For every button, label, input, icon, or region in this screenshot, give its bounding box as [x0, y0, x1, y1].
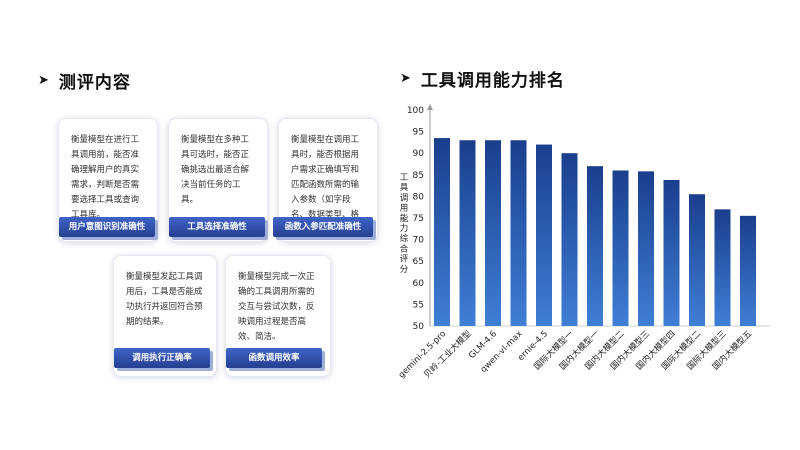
y-tick-label: 55 [413, 300, 424, 310]
card-call-efficiency: 衡量模型完成一次正确的工具调用所需的交互与尝试次数，反映调用过程是否高效、简洁。… [225, 255, 331, 377]
y-tick-label: 95 [413, 128, 424, 138]
card-execution-accuracy: 衡量模型发起工具调用后，工具是否能成功执行并返回符合预期的结果。 调用执行正确率 [113, 255, 217, 377]
card-tag: 调用执行正确率 [114, 348, 210, 368]
card-description: 衡量模型发起工具调用后，工具是否能成功执行并返回符合预期的结果。 [126, 272, 203, 327]
card-tag: 用户意图识别准确性 [59, 217, 155, 237]
card-tag: 函数调用效率 [226, 348, 322, 368]
card-description: 衡量模型在多种工具可选时，能否正确挑选出最适合解决当前任务的工具。 [181, 135, 250, 205]
card-description: 衡量模型完成一次正确的工具调用所需的交互与尝试次数，反映调用过程是否高效、简洁。 [238, 272, 315, 342]
y-axis-title: 工具调用能力综合评分 [400, 173, 409, 275]
y-tick-label: 75 [413, 214, 424, 224]
y-tick-label: 60 [413, 279, 425, 289]
arrow-icon: ➤ [38, 73, 49, 88]
y-tick-label: 100 [407, 106, 424, 116]
right-section-header: ➤ 工具调用能力排名 [400, 66, 565, 91]
card-tag: 函数入参匹配准确性 [273, 217, 373, 237]
y-tick-label: 50 [413, 322, 425, 332]
bar [536, 144, 552, 326]
bar [510, 140, 527, 326]
card-tool-selection: 衡量模型在多种工具可选时，能否正确挑选出最适合解决当前任务的工具。 工具选择准确… [168, 118, 268, 242]
bar [459, 140, 476, 326]
card-description: 衡量模型在进行工具调用前，能否准确理解用户的真实需求，判断是否需要选择工具或查询… [71, 135, 140, 220]
arrow-icon: ➤ [400, 71, 411, 86]
bar [740, 215, 756, 326]
bar [561, 153, 578, 326]
bar [612, 170, 629, 326]
y-tick-label: 90 [413, 149, 425, 159]
bar [689, 194, 705, 326]
left-section-title: 测评内容 [58, 73, 131, 93]
y-tick-label: 65 [413, 257, 424, 267]
right-section-title: 工具调用能力排名 [420, 71, 565, 91]
y-tick-label: 80 [413, 192, 425, 202]
bar [434, 138, 450, 326]
bar [714, 209, 731, 326]
y-tick-label: 70 [413, 236, 425, 246]
bar [663, 179, 680, 326]
y-axis-arrow [427, 104, 433, 110]
bar [638, 171, 654, 326]
left-section-header: ➤ 测评内容 [38, 68, 131, 93]
bar [485, 140, 501, 326]
bar [587, 166, 603, 326]
card-intent-recognition: 衡量模型在进行工具调用前，能否准确理解用户的真实需求，判断是否需要选择工具或查询… [58, 118, 158, 242]
card-tag: 工具选择准确性 [169, 217, 265, 237]
y-tick-label: 85 [413, 171, 424, 181]
card-param-matching: 衡量模型在调用工具时，能否根据用户需求正确填写和匹配函数所需的输入参数（如字段名… [273, 118, 378, 242]
